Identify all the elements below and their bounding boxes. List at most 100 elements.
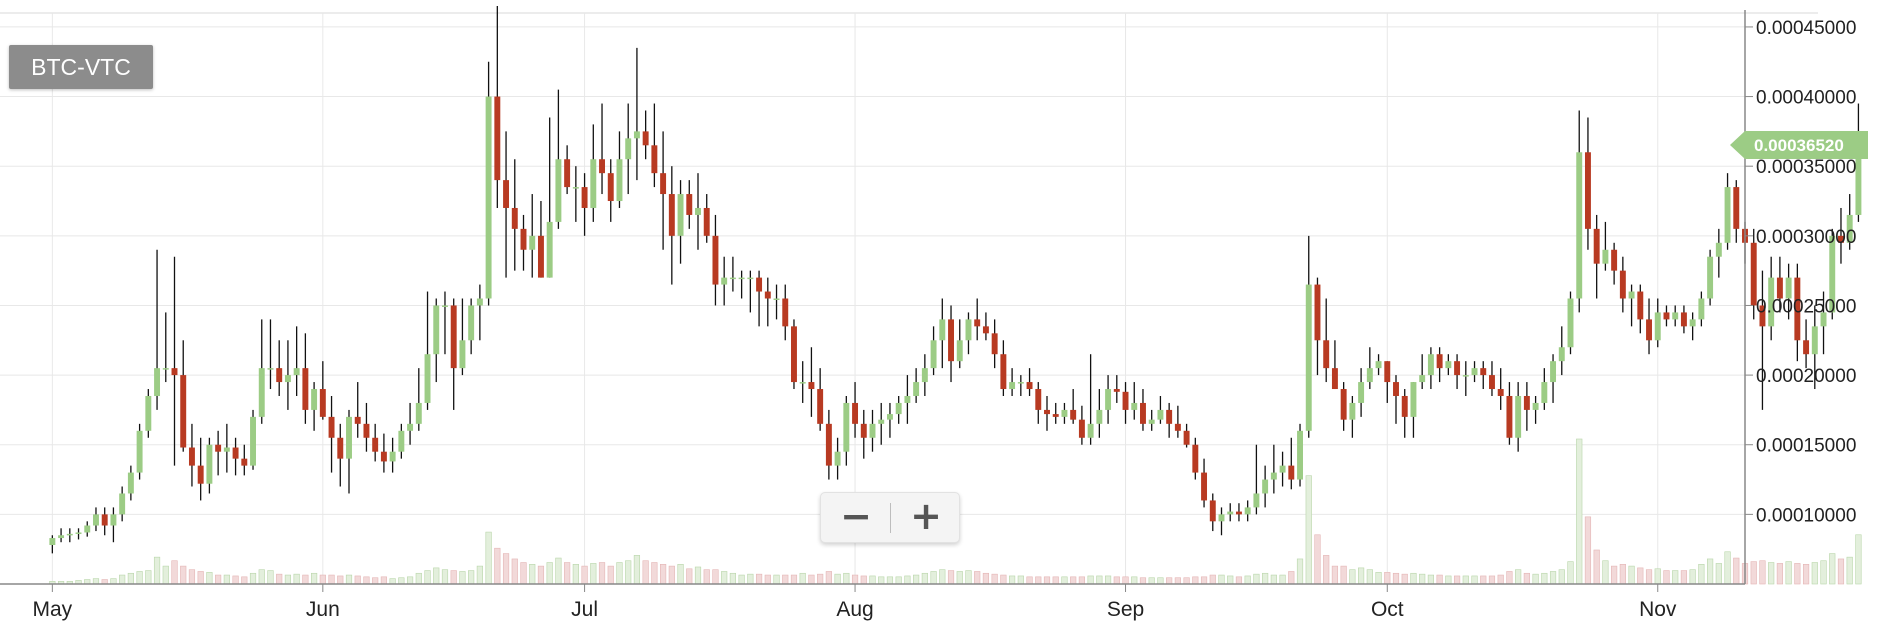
volume-bar: [110, 578, 117, 585]
candle-body: [1794, 277, 1801, 341]
volume-bar: [1035, 576, 1042, 585]
candle-body: [1000, 354, 1007, 390]
candle-body: [1759, 305, 1766, 327]
volume-bar: [1436, 574, 1443, 585]
volume-bar: [485, 531, 492, 585]
candle-body: [1044, 409, 1050, 415]
candle-body: [119, 493, 126, 515]
volume-bar: [930, 571, 937, 585]
volume-bar: [1096, 575, 1103, 585]
candle-body: [1462, 375, 1469, 377]
volume-bar: [572, 564, 579, 585]
candle-body: [913, 382, 920, 396]
volume-bar: [1331, 565, 1339, 585]
volume-bar: [921, 572, 928, 585]
candles: [49, 6, 1862, 554]
candle-body: [1017, 382, 1024, 384]
candle-body: [1820, 312, 1827, 327]
candle-body: [520, 228, 527, 250]
candle-body: [825, 423, 832, 466]
volume-bar: [145, 570, 152, 585]
volume-bar: [668, 565, 675, 585]
volume-bar: [738, 574, 745, 585]
volume-bar: [241, 576, 248, 585]
candle-body: [1262, 479, 1269, 494]
volume-bar: [1707, 558, 1714, 585]
candle-body: [145, 395, 152, 431]
volume-bar: [790, 574, 798, 585]
candle-body: [1602, 249, 1609, 264]
candle-body: [459, 340, 466, 369]
zoom-out-button[interactable]: −: [821, 493, 891, 542]
volume-bar: [215, 574, 222, 585]
candle-body: [1785, 277, 1792, 299]
candle-body: [1209, 500, 1216, 522]
volume-bar: [1785, 561, 1792, 585]
candle-body: [1811, 326, 1818, 355]
candle-body: [1750, 242, 1757, 306]
candle-body: [956, 340, 963, 362]
candle-body: [1288, 465, 1295, 480]
candle-body: [1733, 187, 1740, 229]
volume-bar: [1288, 571, 1295, 585]
candle-body: [1201, 472, 1208, 501]
volume-bar: [607, 565, 614, 585]
volume-bar: [459, 571, 466, 585]
candle-body: [1174, 423, 1181, 431]
volume-bar: [171, 560, 178, 585]
volume-bar: [1637, 567, 1644, 585]
candle-body: [668, 194, 675, 236]
candle-body: [1131, 402, 1138, 410]
zoom-divider: [890, 503, 891, 533]
candle-body: [354, 416, 361, 424]
volume-bar: [712, 569, 719, 585]
candle-body: [476, 298, 483, 306]
candle-body: [599, 159, 605, 174]
volume-bar: [363, 576, 370, 585]
candle-body: [764, 291, 771, 299]
candle-body: [642, 131, 649, 146]
plus-icon: +: [910, 494, 942, 538]
volume-bar: [302, 574, 309, 585]
volume-bar: [947, 570, 955, 585]
candle-body: [58, 535, 65, 539]
volume-bar: [1549, 571, 1557, 585]
candle-body: [860, 423, 867, 438]
candle-body: [66, 533, 73, 536]
candle-body: [180, 375, 187, 448]
candle-body: [241, 458, 248, 466]
volume-bar: [703, 569, 710, 585]
candle-body: [1314, 284, 1321, 341]
volume-bar: [1026, 576, 1033, 585]
candle-body: [1078, 419, 1085, 438]
y-tick-label: 0.00035000: [1756, 157, 1856, 178]
candle-body: [1550, 361, 1557, 383]
candle-body: [1096, 409, 1103, 424]
candle-body: [817, 389, 824, 424]
candle-body: [442, 305, 448, 307]
grid-lines: [0, 12, 1818, 584]
candle-body: [1532, 402, 1539, 410]
y-tick-label: 0.00045000: [1756, 18, 1856, 39]
candle-body: [127, 472, 134, 494]
candle-body: [799, 382, 806, 384]
volume-bar: [1401, 573, 1408, 585]
candle-body: [791, 326, 797, 383]
candle-body: [1654, 312, 1661, 341]
candle-body: [1227, 511, 1234, 515]
volume-bar: [895, 576, 902, 585]
candle-body: [1471, 368, 1478, 376]
zoom-in-button[interactable]: +: [891, 493, 961, 542]
candle-body: [712, 235, 719, 285]
volume-bar: [1488, 575, 1496, 585]
candle-body: [852, 402, 859, 424]
candle-body: [328, 416, 335, 438]
volume-bar: [389, 578, 396, 585]
volume-bar: [1802, 564, 1810, 585]
volume-bar: [1724, 551, 1731, 585]
volume-bar: [651, 562, 658, 585]
volume-bar: [180, 565, 187, 585]
x-tick-label: Nov: [1639, 598, 1677, 621]
candle-body: [1009, 382, 1016, 390]
